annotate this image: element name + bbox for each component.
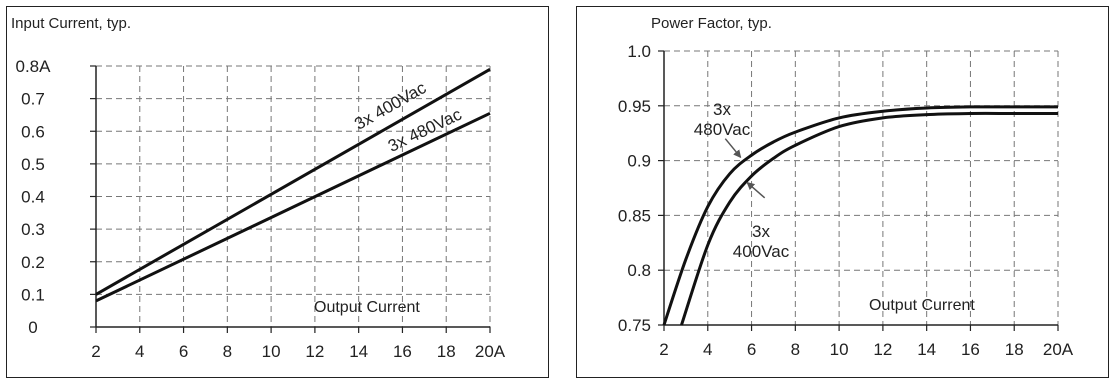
x-tick-label: 16 xyxy=(961,340,980,359)
x-tick-label: 20A xyxy=(1043,340,1074,359)
series-line-400vac xyxy=(680,111,1058,326)
series-line-480vac xyxy=(95,111,491,303)
series-line-400vac xyxy=(95,67,491,296)
annotation-label: 3x xyxy=(752,222,770,241)
y-tick-label: 0.9 xyxy=(627,152,651,171)
x-tick-label: 18 xyxy=(1005,340,1024,359)
annotation-label: 400Vac xyxy=(733,242,790,261)
annotation-arrow xyxy=(746,181,766,199)
y-tick-label: 0 xyxy=(28,318,37,337)
x-tick-label: 12 xyxy=(873,340,892,359)
x-tick-label: 16 xyxy=(393,342,412,361)
power-factor-chart-svg: Power Factor, typ. 2 4 6 8 10 12 14 16 18 20A 0.75 0… xyxy=(618,15,1074,359)
x-tick-label: 12 xyxy=(305,342,324,361)
y-tick-label: 0.8 xyxy=(627,261,651,280)
x-tick-label: 4 xyxy=(135,342,144,361)
y-tick-label: 0.75 xyxy=(618,316,651,335)
x-tick-label: 10 xyxy=(262,342,281,361)
y-tick-label: 0.8A xyxy=(16,57,52,76)
y-tick-label: 0.95 xyxy=(618,97,651,116)
y-tick-label: 0.1 xyxy=(21,285,45,304)
y-tick-label: 0.6 xyxy=(21,122,45,141)
x-tick-label: 18 xyxy=(437,342,456,361)
y-tick-label: 0.85 xyxy=(618,206,651,225)
x-tick-label: 2 xyxy=(91,342,100,361)
y-tick-label: 0.3 xyxy=(21,220,45,239)
chart-title: Input Current, typ. xyxy=(11,15,131,32)
y-tick-label: 0.7 xyxy=(21,90,45,109)
chart-title: Power Factor, typ. xyxy=(651,15,772,32)
x-tick-label: 6 xyxy=(747,340,756,359)
y-tick-label: 0.4 xyxy=(21,188,45,207)
x-tick-label: 8 xyxy=(223,342,232,361)
y-tick-label: 0.2 xyxy=(21,253,45,272)
x-axis-label: Output Current xyxy=(869,297,975,314)
annotation-label: 480Vac xyxy=(694,120,751,139)
power-factor-chart: Power Factor, typ. 2 4 6 8 10 12 14 16 18 20A 0.75 0… xyxy=(576,6,1109,378)
input-current-chart: Input Current, typ. 2 4 6 8 10 12 14 16 18 20A 0 0.1… xyxy=(6,6,549,378)
x-tick-label: 8 xyxy=(791,340,800,359)
x-tick-label: 14 xyxy=(349,342,368,361)
annotation-label: 3x xyxy=(713,100,731,119)
y-tick-label: 0.5 xyxy=(21,155,45,174)
y-tick-label: 1.0 xyxy=(627,42,651,61)
series-line-480vac xyxy=(662,105,1058,326)
input-current-chart-svg: Input Current, typ. 2 4 6 8 10 12 14 16 18 20A 0 0.1… xyxy=(11,15,506,361)
x-tick-label: 6 xyxy=(179,342,188,361)
annotation-arrow xyxy=(724,138,742,159)
x-axis-label: Output Current xyxy=(314,299,420,316)
x-tick-label: 20A xyxy=(475,342,506,361)
x-tick-label: 14 xyxy=(917,340,936,359)
x-tick-label: 10 xyxy=(830,340,849,359)
x-tick-label: 2 xyxy=(659,340,668,359)
x-tick-label: 4 xyxy=(703,340,712,359)
